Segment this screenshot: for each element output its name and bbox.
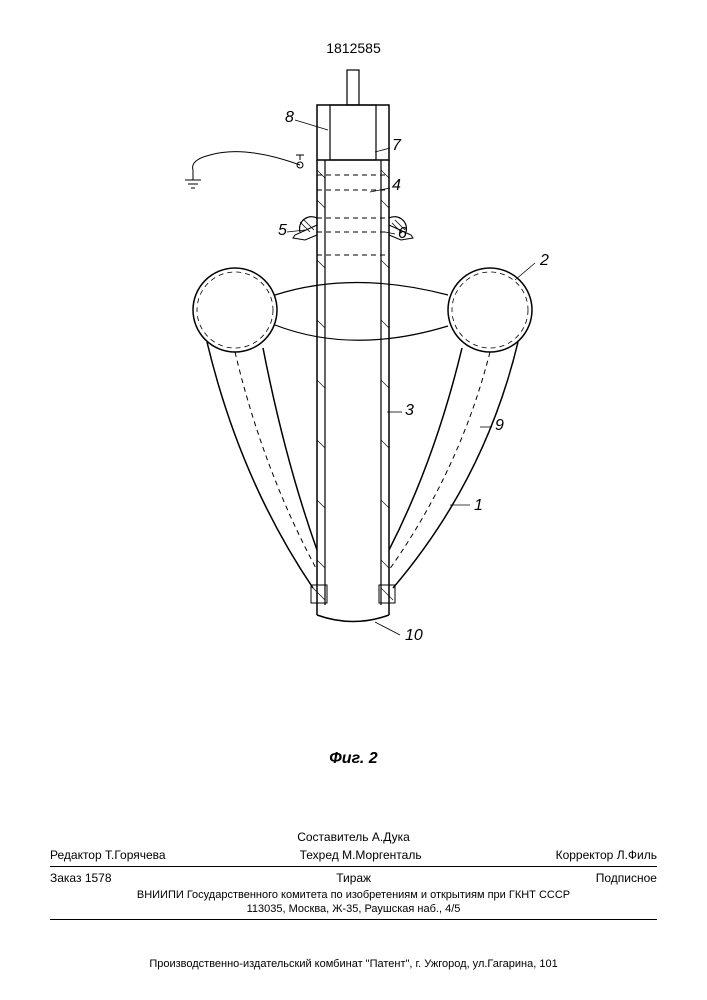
- document-number: 1812585: [0, 40, 707, 56]
- footer: Производственно-издательский комбинат "П…: [50, 958, 657, 970]
- corrector-label: Корректор: [556, 848, 614, 862]
- label-1: 1: [474, 497, 483, 514]
- subscription-label: Подписное: [596, 871, 657, 885]
- figure-caption: Фиг. 2: [0, 750, 707, 768]
- label-3: 3: [405, 402, 414, 419]
- compiler-label: Составитель: [297, 830, 368, 844]
- org-line-1: ВНИИПИ Государственного комитета по изоб…: [50, 889, 657, 901]
- compiler-name: А.Дука: [372, 830, 410, 844]
- figure-diagram: 8 7 4 5 6 2 3 9 1 10: [95, 60, 612, 740]
- label-6: 6: [398, 225, 407, 242]
- order-label: Заказ: [50, 871, 81, 885]
- order-num: 1578: [85, 871, 112, 885]
- label-10: 10: [405, 627, 423, 644]
- divider-2: [50, 919, 657, 920]
- label-5: 5: [278, 222, 287, 239]
- label-7: 7: [392, 137, 402, 154]
- label-4: 4: [392, 177, 401, 194]
- label-2: 2: [539, 252, 549, 269]
- editor-label: Редактор: [50, 848, 102, 862]
- techred-label: Техред: [300, 848, 339, 862]
- techred-name: М.Моргенталь: [342, 848, 422, 862]
- divider: [50, 866, 657, 867]
- label-8: 8: [285, 109, 294, 126]
- label-9: 9: [495, 417, 504, 434]
- credits-block: Составитель А.Дука Редактор Т.Горячева Т…: [50, 830, 657, 924]
- editor-name: Т.Горячева: [105, 848, 166, 862]
- circulation-label: Тираж: [336, 871, 371, 885]
- corrector-name: Л.Филь: [617, 848, 657, 862]
- org-addr: 113035, Москва, Ж-35, Раушская наб., 4/5: [50, 903, 657, 915]
